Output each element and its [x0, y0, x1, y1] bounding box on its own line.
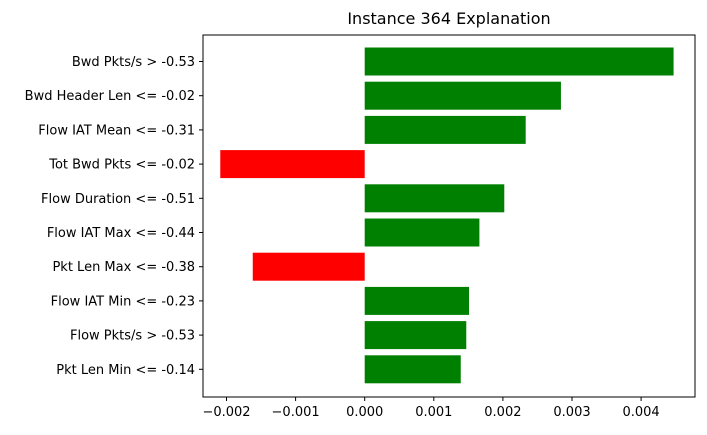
- x-tick-label: 0.002: [484, 405, 521, 420]
- x-tick-label: 0.000: [346, 405, 383, 420]
- bar: [364, 115, 526, 144]
- x-tick-label: −0.001: [272, 405, 320, 420]
- y-tick-label: Bwd Pkts/s > -0.53: [72, 55, 195, 70]
- bar: [252, 252, 365, 281]
- plot-area: Bwd Pkts/s > -0.53 Bwd Header Len <= -0.0…: [25, 34, 696, 420]
- bar: [364, 286, 470, 315]
- y-tick-label: Flow IAT Min <= -0.23: [51, 294, 195, 309]
- chart-title: Instance 364 Explanation: [347, 9, 550, 28]
- axes-frame: [202, 34, 696, 398]
- bar: [364, 218, 480, 247]
- y-tick-label: Pkt Len Min <= -0.14: [56, 363, 195, 378]
- y-tick-label: Flow IAT Mean <= -0.31: [38, 123, 195, 138]
- y-tick-label: Flow IAT Max <= -0.44: [47, 226, 195, 241]
- x-tick-label: 0.004: [622, 405, 659, 420]
- y-tick-label: Pkt Len Max <= -0.38: [52, 260, 195, 275]
- bar: [364, 81, 561, 110]
- x-tick-label: 0.003: [553, 405, 590, 420]
- x-tick-label: 0.001: [415, 405, 452, 420]
- y-tick-label: Flow Pkts/s > -0.53: [70, 329, 195, 344]
- y-tick-label: Flow Duration <= -0.51: [41, 192, 195, 207]
- bar: [364, 47, 674, 76]
- bar: [364, 355, 461, 384]
- y-tick-label: Bwd Header Len <= -0.02: [25, 89, 195, 104]
- y-tick-label: Tot Bwd Pkts <= -0.02: [48, 158, 195, 173]
- x-tick-label: −0.002: [202, 405, 250, 420]
- bar: [364, 321, 467, 350]
- bar: [364, 184, 505, 213]
- bar: [220, 150, 365, 179]
